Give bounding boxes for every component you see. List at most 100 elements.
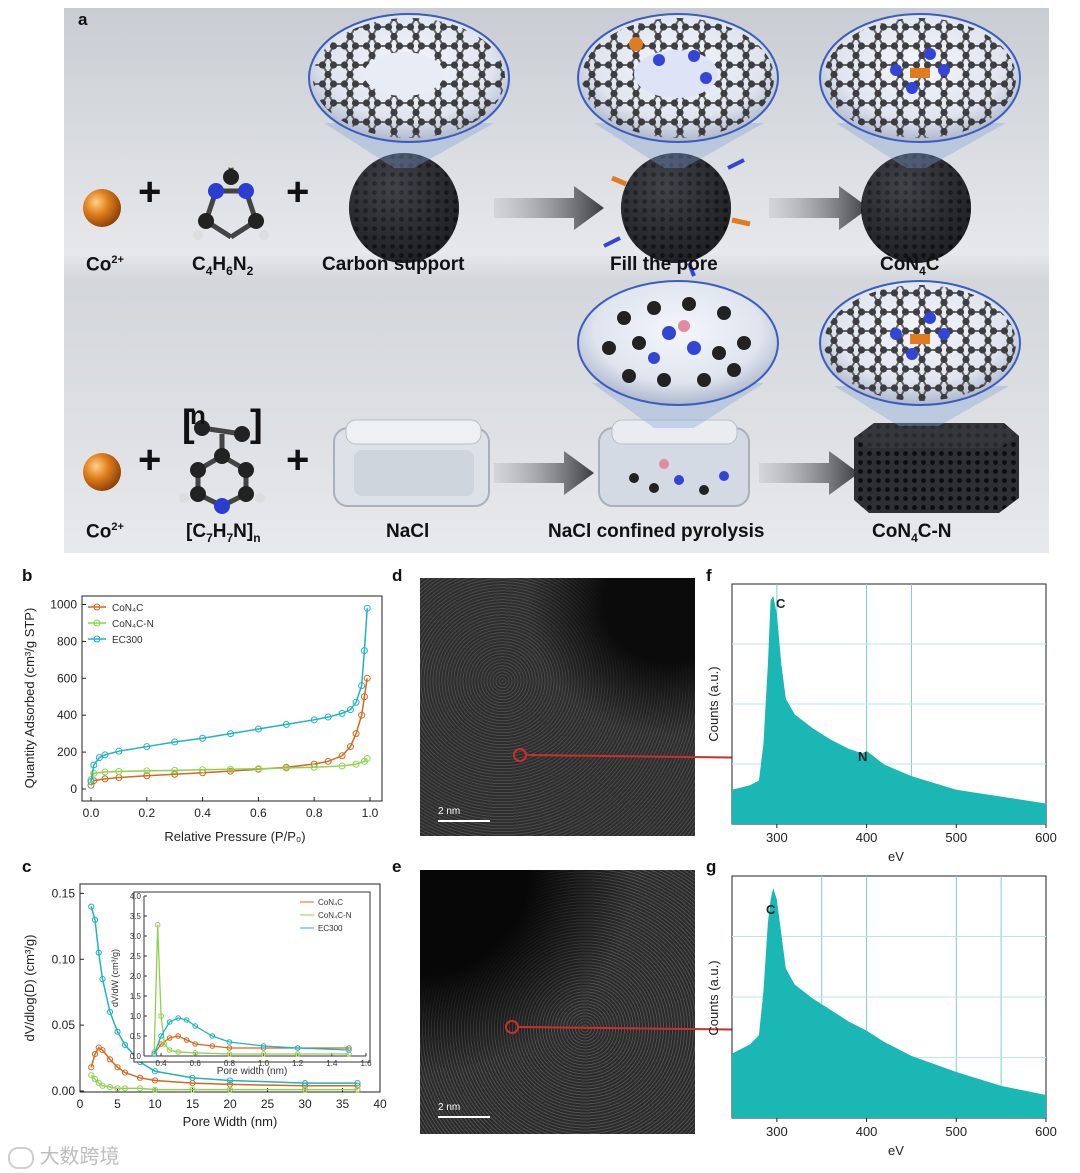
data-point	[91, 1076, 99, 1083]
x-tick-label: 600	[1035, 830, 1057, 845]
inset-x-axis-label: Pore width (nm)	[217, 1066, 288, 1077]
inset-data-point	[192, 1050, 199, 1056]
x-tick-label: 15	[186, 1097, 200, 1111]
legend-marker	[93, 635, 101, 643]
data-point	[99, 1047, 106, 1054]
con4c-n-label: CoN4C-N	[872, 521, 952, 545]
x-axis-label: eV	[888, 849, 904, 864]
inset-y-axis-label: dV/dW (cm³/g)	[110, 949, 120, 1007]
data-point	[151, 1086, 159, 1093]
data-point	[136, 1085, 144, 1092]
inset-x-tick-label: 1.0	[258, 1059, 270, 1068]
inset-data-point	[175, 1015, 181, 1021]
data-point	[226, 1086, 234, 1093]
data-point	[354, 1086, 361, 1093]
data-point	[87, 776, 95, 784]
support-zoom-bubble	[308, 13, 510, 168]
eels-spectrum-f: 300 400 500 600 C N eV Counts (a.u.)	[706, 583, 1057, 864]
data-point	[87, 778, 95, 786]
x-axis-label: Pore Width (nm)	[183, 1114, 278, 1129]
x-tick-label: 1.0	[362, 806, 379, 820]
data-point	[360, 647, 368, 655]
panel-label-c: c	[22, 857, 32, 876]
inset-data-point	[158, 1033, 164, 1039]
data-point	[354, 1079, 361, 1087]
data-point	[88, 903, 95, 910]
y-axis-label: Counts (a.u.)	[706, 960, 721, 1035]
arrow-shaft	[517, 1026, 771, 1031]
data-point	[99, 1082, 106, 1089]
spectrum-area	[732, 888, 1046, 1118]
plus-icon: +	[286, 170, 310, 214]
inset-data-point	[192, 1041, 199, 1047]
svg-text:]: ]	[250, 403, 263, 445]
inset-data-point	[260, 1043, 267, 1049]
x-tick-label: 10	[148, 1097, 162, 1111]
data-point	[338, 762, 346, 770]
inset-data-point	[166, 1035, 173, 1041]
data-point	[189, 1074, 196, 1081]
y-axis-label: Counts (a.u.)	[706, 666, 721, 741]
series-line	[90, 1046, 358, 1087]
con4c-zoom-bubble	[819, 13, 1021, 168]
x-tick-label: 35	[336, 1097, 350, 1111]
data-point	[114, 1064, 121, 1071]
inset-data-point	[346, 1045, 352, 1051]
data-point	[338, 752, 346, 760]
data-point	[324, 713, 332, 721]
legend-entry: CoN₄C-N	[112, 619, 154, 630]
legend-entry: CoN₄C	[112, 603, 143, 614]
panel-label-g: g	[706, 857, 717, 876]
nacl-label: NaCl	[386, 521, 430, 542]
data-point	[101, 768, 109, 776]
inset-data-point	[158, 1013, 164, 1019]
inset-legend: CoN₄C CoN₄C-N EC300	[300, 898, 352, 933]
y-tick-label: 600	[57, 671, 77, 685]
isotherm-chart: 0 200 400 600 800 1000 0.0 0.2 0.4 0.6 0.8 1.0 CoN₄…	[22, 595, 383, 844]
inset-x-tick-label: 0.6	[190, 1059, 202, 1068]
x-tick-label: 300	[766, 830, 788, 845]
inset-data-point	[166, 1019, 173, 1025]
data-point	[254, 765, 262, 773]
scale-bar	[438, 820, 490, 822]
legend-entry: EC300	[112, 635, 143, 646]
data-point	[301, 1079, 309, 1087]
data-point	[143, 772, 151, 780]
inset-y-tick-label: 0.0	[130, 1052, 142, 1061]
inset-series-line	[153, 1035, 349, 1055]
inset-data-point	[151, 1051, 158, 1057]
stem-image-d: 2 nm	[420, 578, 695, 836]
watermark: 大数跨境	[8, 1140, 120, 1169]
x-tick-label: 600	[1035, 1124, 1057, 1139]
arrow-icon	[759, 451, 859, 495]
x-tick-label: 25	[261, 1097, 275, 1111]
y-tick-label: 200	[57, 745, 77, 759]
data-point	[143, 767, 151, 775]
x-tick-label: 400	[856, 1124, 878, 1139]
x-axis-label: eV	[888, 1143, 904, 1158]
data-point	[136, 1074, 144, 1081]
inset-x-tick-label: 1.2	[292, 1059, 304, 1068]
legend-entry: CoN₄C	[318, 898, 343, 907]
plus-icon: +	[286, 438, 310, 482]
data-point	[171, 770, 179, 778]
data-point	[310, 716, 318, 724]
data-point	[352, 730, 360, 738]
legend-entry: EC300	[318, 924, 343, 933]
nacl-crystal-icon	[333, 419, 490, 507]
data-point	[226, 1077, 234, 1084]
y-axis-label: dV/dlog(D) (cm³/g)	[22, 935, 37, 1042]
data-point	[363, 674, 371, 682]
data-point	[106, 1083, 114, 1091]
data-point	[114, 1028, 121, 1035]
data-point	[301, 1086, 309, 1093]
data-point	[151, 1068, 159, 1075]
inset-data-point	[154, 922, 161, 928]
polyvinylpyridine-molecule-icon: [ ]	[179, 403, 265, 514]
arrow-icon	[769, 186, 869, 230]
x-tick-label: 0.8	[306, 806, 323, 820]
eels-spectrum-g: 300 400 500 600 C eV Counts (a.u.)	[706, 875, 1057, 1158]
inset-x-tick-label: 0.8	[224, 1059, 236, 1068]
x-tick-label: 0	[77, 1097, 84, 1111]
x-tick-label: 0.6	[250, 806, 267, 820]
